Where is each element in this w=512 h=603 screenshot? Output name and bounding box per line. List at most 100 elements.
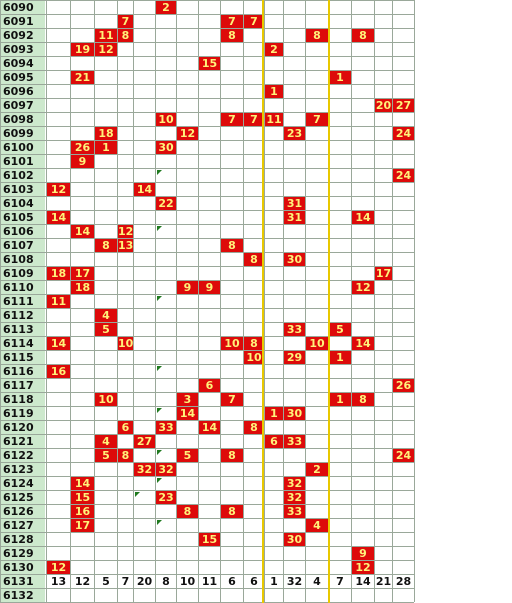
grid-line-h <box>0 126 414 127</box>
hit-cell: 9 <box>177 281 198 294</box>
grid-line-v <box>46 0 47 602</box>
hit-cell: 8 <box>177 505 198 518</box>
grid-line-v <box>117 0 118 602</box>
grid-line-h <box>0 308 414 309</box>
grid-line-h <box>0 84 414 85</box>
row-label: 6091 <box>1 15 45 28</box>
hit-cell: 7 <box>306 113 328 126</box>
hit-cell: 14 <box>47 337 70 350</box>
row-label: 6093 <box>1 43 45 56</box>
grid-line-h <box>0 546 414 547</box>
hit-cell: 32 <box>284 477 305 490</box>
row-label: 6095 <box>1 71 45 84</box>
column-value: 6 <box>228 575 236 588</box>
grid-line-h <box>0 574 414 575</box>
column-value: 14 <box>355 575 371 588</box>
hit-cell: 4 <box>306 519 328 532</box>
hit-cell: 19 <box>71 43 94 56</box>
hit-cell: 1 <box>329 351 351 364</box>
grid-line-h <box>0 476 414 477</box>
hit-cell: 18 <box>95 127 117 140</box>
hit-cell: 8 <box>221 239 243 252</box>
hit-cell: 12 <box>95 43 117 56</box>
hit-cell: 17 <box>375 267 392 280</box>
grid-line-v <box>305 0 306 602</box>
hit-cell: 16 <box>71 505 94 518</box>
hit-cell: 27 <box>393 99 414 112</box>
hit-cell: 23 <box>156 491 176 504</box>
hit-cell: 10 <box>244 351 264 364</box>
hit-cell: 6 <box>199 379 220 392</box>
hit-cell: 9 <box>199 281 220 294</box>
grid-line-h <box>0 560 414 561</box>
hit-cell: 8 <box>221 505 243 518</box>
tick-marker <box>135 492 140 497</box>
hit-cell: 6 <box>265 435 283 448</box>
hit-cell: 5 <box>329 323 351 336</box>
row-label: 6104 <box>1 197 45 210</box>
hit-cell: 2 <box>156 1 176 14</box>
row-label: 6114 <box>1 337 45 350</box>
row-label: 6131 <box>1 575 45 588</box>
hit-cell: 14 <box>47 211 70 224</box>
row-label: 6115 <box>1 351 45 364</box>
hit-cell: 8 <box>221 449 243 462</box>
row-label: 6106 <box>1 225 45 238</box>
hit-cell: 10 <box>221 337 243 350</box>
hit-cell: 9 <box>71 155 94 168</box>
row-label: 6098 <box>1 113 45 126</box>
hit-cell: 8 <box>244 337 264 350</box>
row-label: 6119 <box>1 407 45 420</box>
row-label: 6129 <box>1 547 45 560</box>
hit-cell: 12 <box>177 127 198 140</box>
column-value: 6 <box>250 575 258 588</box>
hit-cell: 30 <box>284 407 305 420</box>
grid-line-h <box>0 280 414 281</box>
grid-line-h <box>0 98 414 99</box>
row-label: 6125 <box>1 491 45 504</box>
column-value: 20 <box>136 575 153 588</box>
hit-cell: 15 <box>199 533 220 546</box>
tick-marker <box>157 408 162 413</box>
hit-cell: 9 <box>352 547 374 560</box>
row-label: 6100 <box>1 141 45 154</box>
grid-line-h <box>0 196 414 197</box>
grid-line-h <box>0 350 414 351</box>
grid-line-h <box>0 378 414 379</box>
hit-cell: 6 <box>118 421 133 434</box>
grid-line-v <box>198 0 199 602</box>
hit-cell: 3 <box>177 393 198 406</box>
row-label: 6124 <box>1 477 45 490</box>
hit-cell: 33 <box>284 505 305 518</box>
tick-marker <box>157 450 162 455</box>
hit-cell: 14 <box>134 183 155 196</box>
grid-line-h <box>0 448 414 449</box>
grid-line-h <box>0 322 414 323</box>
grid-line-h <box>0 168 414 169</box>
row-label: 6096 <box>1 85 45 98</box>
row-label: 6122 <box>1 449 45 462</box>
tick-marker <box>157 366 162 371</box>
zone-separator <box>262 0 264 603</box>
row-label: 6132 <box>1 589 45 602</box>
hit-cell: 16 <box>47 365 70 378</box>
grid-line-v <box>351 0 352 602</box>
grid-line-h <box>0 154 414 155</box>
hit-cell: 7 <box>244 113 264 126</box>
hit-cell: 14 <box>177 407 198 420</box>
hit-cell: 31 <box>284 197 305 210</box>
grid-line-h <box>0 112 414 113</box>
hit-cell: 33 <box>284 323 305 336</box>
hit-cell: 10 <box>306 337 328 350</box>
grid-line-h <box>0 364 414 365</box>
column-value: 28 <box>395 575 412 588</box>
hit-cell: 18 <box>47 267 70 280</box>
hit-cell: 8 <box>244 421 264 434</box>
tick-marker <box>157 478 162 483</box>
grid-line-h <box>0 210 414 211</box>
hit-cell: 8 <box>95 239 117 252</box>
grid-line-h <box>0 42 414 43</box>
hit-cell: 2 <box>306 463 328 476</box>
grid-line-h <box>0 406 414 407</box>
hit-cell: 24 <box>393 449 414 462</box>
